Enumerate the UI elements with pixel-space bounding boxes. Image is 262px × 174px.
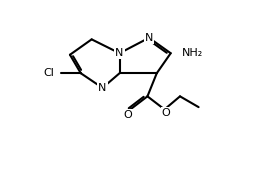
- Text: O: O: [162, 108, 170, 117]
- Text: Cl: Cl: [43, 68, 54, 78]
- Text: N: N: [115, 48, 124, 58]
- Text: N: N: [98, 83, 107, 93]
- Text: N: N: [145, 33, 153, 43]
- Text: NH₂: NH₂: [182, 48, 203, 58]
- Text: O: O: [123, 110, 132, 120]
